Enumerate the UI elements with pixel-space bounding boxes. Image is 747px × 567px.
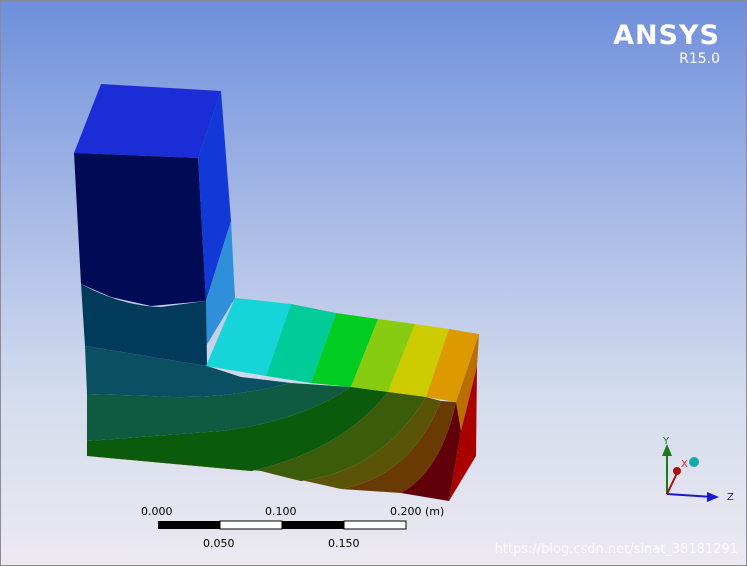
arm-front-band-5 [341, 401, 456, 493]
logo-version: R15.0 [679, 51, 720, 67]
triad-y-label: Y [662, 436, 670, 447]
arm-front-band-1 [87, 383, 351, 441]
watermark: https://blog.csdn.net/sinat_38181291 [494, 542, 738, 557]
arm-front-band-3 [87, 392, 426, 481]
arm-front-band-2 [87, 387, 388, 471]
arm-top-band-3 [311, 313, 378, 387]
column-top-face [74, 84, 221, 158]
column-right-face [198, 91, 231, 301]
logo-brand: ANSYS [613, 20, 720, 51]
arm-top-band-5 [388, 324, 449, 397]
arm-end-face-upper [456, 334, 479, 431]
column-front-band-1 [74, 153, 206, 306]
ansys-logo: ANSYS R15.0 [613, 20, 720, 68]
arm-top-band-6 [426, 329, 479, 402]
triad-x-label: X [681, 459, 688, 470]
triad-z-label: Z [727, 492, 734, 503]
arm-top-band-4 [351, 319, 415, 392]
arm-front-band-4 [261, 397, 441, 489]
arm-top-band-2 [266, 304, 336, 383]
column-right-face-lower [206, 221, 235, 346]
column-front-band-2 [81, 284, 207, 366]
arm-front-band-6 [401, 402, 461, 501]
column-front-band-3 [85, 346, 291, 398]
arm-end-face-lower [449, 366, 477, 501]
arm-top-band-1 [206, 298, 291, 376]
